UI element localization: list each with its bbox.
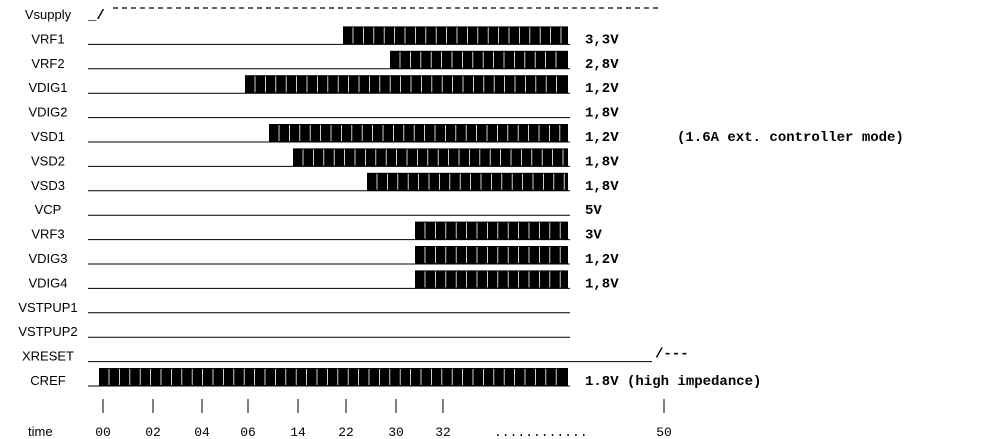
active-bar-vsd1 [269, 124, 568, 142]
active-bar-vrf2 [390, 50, 568, 69]
signal-label-vstpup1: VSTPUP1 [18, 300, 77, 315]
time-tick-label-32: 32 [435, 425, 451, 439]
signal-label-vsd1: VSD1 [31, 129, 65, 144]
signal-label-vdig3: VDIG3 [28, 251, 67, 266]
time-tick-label-14: 14 [290, 425, 306, 439]
signal-label-vsd3: VSD3 [31, 178, 65, 193]
signal-label-vrf3: VRF3 [31, 227, 64, 242]
signal-label-cref: CREF [30, 373, 65, 388]
signal-label-vrf1: VRF1 [31, 31, 64, 46]
active-bar-cref [99, 368, 568, 386]
voltage-label-vdig3: 1,2V [585, 252, 619, 268]
mode-note-vsd1: (1.6A ext. controller mode) [677, 130, 904, 146]
voltage-label-vsd3: 1,8V [585, 179, 619, 195]
voltage-label-vdig4: 1,8V [585, 276, 619, 292]
signal-label-vstpup2: VSTPUP2 [18, 324, 77, 339]
active-bar-vrf1 [343, 26, 568, 45]
voltage-label-vdig2: 1,8V [585, 106, 619, 122]
time-axis-label: time [28, 424, 53, 439]
signal-label-vdig4: VDIG4 [28, 275, 67, 290]
signal-label-vdig2: VDIG2 [28, 105, 67, 120]
active-bar-vdig1 [245, 75, 568, 94]
time-tick-label-30: 30 [388, 425, 404, 439]
active-bar-vsd3 [367, 172, 568, 191]
voltage-label-vsd2: 1,8V [585, 154, 619, 170]
signal-label-vcp: VCP [35, 202, 62, 217]
signal-label-vrf2: VRF2 [31, 56, 64, 71]
signal-label-vsd2: VSD2 [31, 153, 65, 168]
time-tick-label-50: 50 [656, 425, 672, 439]
signal-label-vsupply: Vsupply [25, 7, 72, 22]
voltage-label-vrf1: 3,3V [585, 32, 619, 48]
active-bar-vrf3 [415, 221, 568, 240]
active-bar-vdig4 [415, 270, 568, 289]
xreset-rise-marker: /--- [655, 347, 689, 363]
time-tick-label-06: 06 [240, 425, 256, 439]
active-bar-vsd2 [293, 148, 568, 167]
voltage-label-vrf2: 2,8V [585, 57, 619, 73]
vsupply-rise-marker: _/ [87, 8, 105, 24]
time-tick-label-04: 04 [194, 425, 210, 439]
time-axis-ellipsis: ............ [494, 425, 588, 439]
voltage-label-vcp: 5V [585, 203, 602, 219]
voltage-label-cref: 1.8V (high impedance) [585, 374, 761, 390]
time-tick-label-00: 00 [95, 425, 111, 439]
voltage-label-vdig1: 1,2V [585, 81, 619, 97]
signal-label-xreset: XRESET [22, 349, 74, 364]
active-bar-vdig3 [415, 246, 568, 264]
voltage-label-vrf3: 3V [585, 228, 602, 244]
time-tick-label-22: 22 [338, 425, 354, 439]
time-tick-label-02: 02 [145, 425, 161, 439]
voltage-label-vsd1: 1,2V [585, 130, 619, 146]
signal-label-vdig1: VDIG1 [28, 80, 67, 95]
